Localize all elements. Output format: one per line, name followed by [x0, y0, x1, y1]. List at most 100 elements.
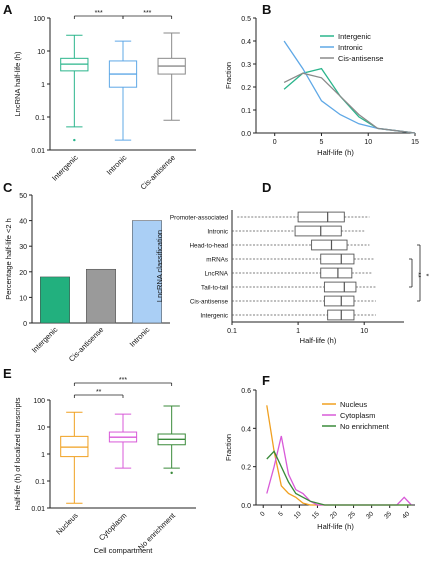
- legend-label-B: Intergenic: [338, 32, 371, 41]
- x-tick-label-D: 0.1: [227, 328, 237, 335]
- box-D: [294, 225, 342, 237]
- y-tick-label-E: 1: [41, 452, 45, 459]
- x-tick-label-C: Intergenic: [30, 325, 60, 355]
- y-tick-label-E: 10: [37, 425, 45, 432]
- box-D: [323, 281, 357, 293]
- y-tick-label-C: 10: [19, 295, 27, 302]
- box-D: [297, 211, 345, 223]
- y-tick-label-B: 0.3: [241, 62, 251, 69]
- x-tick-label-F: 0: [259, 510, 267, 518]
- y-tick-label-D: Tail-to-tail: [201, 285, 228, 292]
- box-D: [320, 267, 353, 279]
- x-tick-label-E: Nucleus: [54, 511, 80, 537]
- x-axis-label-B: Half-life (h): [317, 148, 354, 157]
- y-axis-label-F: Fraction: [224, 434, 233, 461]
- y-axis-label-A: LncRNA half-life (h): [13, 51, 22, 117]
- outlier-A: [73, 138, 76, 142]
- series-line-F: [266, 435, 412, 506]
- y-tick-label-C: 0: [23, 321, 27, 328]
- box-D: [323, 295, 355, 307]
- y-tick-label-E: 100: [33, 398, 45, 405]
- x-tick-label-A: Intergenic: [50, 153, 80, 183]
- y-tick-label-D: LncRNA: [205, 271, 229, 278]
- y-tick-label-A: 0.01: [31, 148, 45, 155]
- x-tick-label-F: 20: [329, 510, 339, 520]
- significance-label-A: ***: [95, 10, 103, 17]
- y-tick-label-F: 0.6: [241, 388, 251, 395]
- significance-label-D: *: [422, 274, 429, 277]
- legend-label-B: Intronic: [338, 43, 363, 52]
- y-tick-label-D: Cis-antisense: [190, 299, 229, 306]
- bar-C: [86, 268, 116, 324]
- panel-label-e: E: [3, 366, 12, 381]
- box-D: [320, 253, 355, 265]
- y-tick-label-B: 0.2: [241, 85, 251, 92]
- y-tick-label-D: Promoter-associated: [170, 215, 229, 222]
- y-tick-label-A: 100: [33, 16, 45, 23]
- x-tick-label-D: 1: [296, 328, 300, 335]
- y-tick-label-F: 0.2: [241, 465, 251, 472]
- y-axis-label-B: Fraction: [224, 62, 233, 89]
- series-line-B: [283, 67, 416, 134]
- x-tick-label-F: 25: [347, 510, 357, 520]
- x-axis-label-E: Cell compartment: [94, 546, 154, 555]
- x-tick-label-F: 40: [401, 510, 411, 520]
- x-tick-label-A: Cis-antisense: [139, 153, 177, 191]
- x-axis-label-F: Half-life (h): [317, 522, 354, 531]
- y-axis-label-D: LncRNA classification: [155, 230, 164, 302]
- y-axis-label-E: Half-life (h) of localized transcripts: [13, 397, 22, 510]
- x-tick-label-F: 15: [311, 510, 321, 520]
- y-tick-label-E: 0.01: [31, 506, 45, 513]
- y-tick-label-D: Head-to-head: [189, 243, 228, 250]
- bar-C: [132, 220, 162, 324]
- panel-label-a: A: [3, 2, 13, 17]
- legend-label-F: No enrichment: [340, 422, 390, 431]
- series-line-F: [266, 450, 412, 506]
- x-tick-label-B: 0: [273, 139, 277, 146]
- x-tick-label-B: 5: [320, 139, 324, 146]
- y-tick-label-D: mRNAs: [206, 257, 228, 264]
- x-tick-label-F: 5: [277, 510, 285, 518]
- y-tick-label-B: 0.0: [241, 131, 251, 138]
- x-tick-label-F: 30: [365, 510, 375, 520]
- y-tick-label-F: 0.0: [241, 503, 251, 510]
- y-tick-label-B: 0.1: [241, 108, 251, 115]
- x-tick-label-F: 10: [293, 510, 303, 520]
- y-tick-label-C: 40: [19, 219, 27, 226]
- significance-label-D: **: [414, 272, 421, 278]
- panel-label-b: B: [262, 2, 271, 17]
- y-tick-label-D: Intergenic: [200, 313, 228, 320]
- legend-label-F: Nucleus: [340, 400, 367, 409]
- y-tick-label-A: 10: [37, 49, 45, 56]
- series-line-F: [266, 405, 412, 506]
- legend-label-F: Cytoplasm: [340, 411, 375, 420]
- bar-C: [40, 276, 70, 324]
- x-tick-label-E: Cytoplasm: [97, 511, 128, 542]
- x-tick-label-F: 35: [383, 510, 393, 520]
- panel-label-f: F: [262, 373, 270, 388]
- panel-label-d: D: [262, 180, 271, 195]
- y-tick-label-B: 0.5: [241, 16, 251, 23]
- y-axis-label-C: Percentage half-life <2 h: [4, 218, 13, 300]
- x-tick-label-B: 10: [364, 139, 372, 146]
- x-axis-label-D: Half-life (h): [300, 336, 337, 345]
- y-tick-label-D: Intronic: [207, 229, 228, 236]
- y-tick-label-C: 50: [19, 193, 27, 200]
- x-tick-label-B: 15: [411, 139, 419, 146]
- y-tick-label-C: 30: [19, 244, 27, 251]
- y-tick-label-A: 0.1: [35, 115, 45, 122]
- legend-label-B: Cis-antisense: [338, 54, 383, 63]
- x-tick-label-A: Intronic: [105, 153, 129, 177]
- x-tick-label-D: 10: [360, 328, 368, 335]
- y-tick-label-A: 1: [41, 82, 45, 89]
- series-line-B: [283, 72, 416, 134]
- x-tick-label-C: Intronic: [128, 325, 152, 349]
- y-tick-label-F: 0.4: [241, 426, 251, 433]
- box-D: [311, 239, 348, 251]
- significance-label-A: ***: [143, 10, 151, 17]
- y-tick-label-B: 0.4: [241, 39, 251, 46]
- panel-label-c: C: [3, 180, 13, 195]
- significance-label-E: **: [96, 389, 102, 396]
- y-tick-label-E: 0.1: [35, 479, 45, 486]
